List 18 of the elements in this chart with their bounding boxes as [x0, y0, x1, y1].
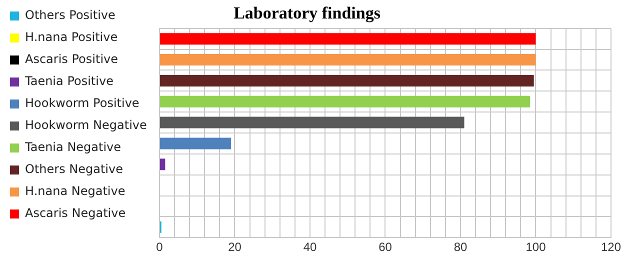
x-tick-label: 60 — [378, 240, 392, 254]
legend-label: Ascaris Positive — [25, 52, 118, 66]
legend-label: H.nana Positive — [25, 30, 118, 44]
legend-label: Taenia Negative — [24, 140, 122, 154]
x-tick-label: 20 — [228, 240, 242, 254]
chart-title: Laboratory findings — [234, 4, 381, 23]
x-tick-label: 0 — [156, 240, 164, 254]
legend-label: Taenia Positive — [24, 74, 114, 88]
x-tick-label: 80 — [454, 240, 468, 254]
legend-label: Hookworm Positive — [25, 96, 140, 110]
x-tick-label: 40 — [303, 240, 317, 254]
legend-label: Others Positive — [25, 8, 116, 22]
legend-label: Ascaris Negative — [25, 206, 126, 220]
legend-label: Hookworm Negative — [25, 118, 147, 132]
legend-label: H.nana Negative — [25, 184, 126, 198]
legend-label: Others Negative — [25, 162, 123, 176]
x-tick-label: 100 — [526, 240, 546, 254]
x-tick-label: 120 — [600, 240, 622, 254]
